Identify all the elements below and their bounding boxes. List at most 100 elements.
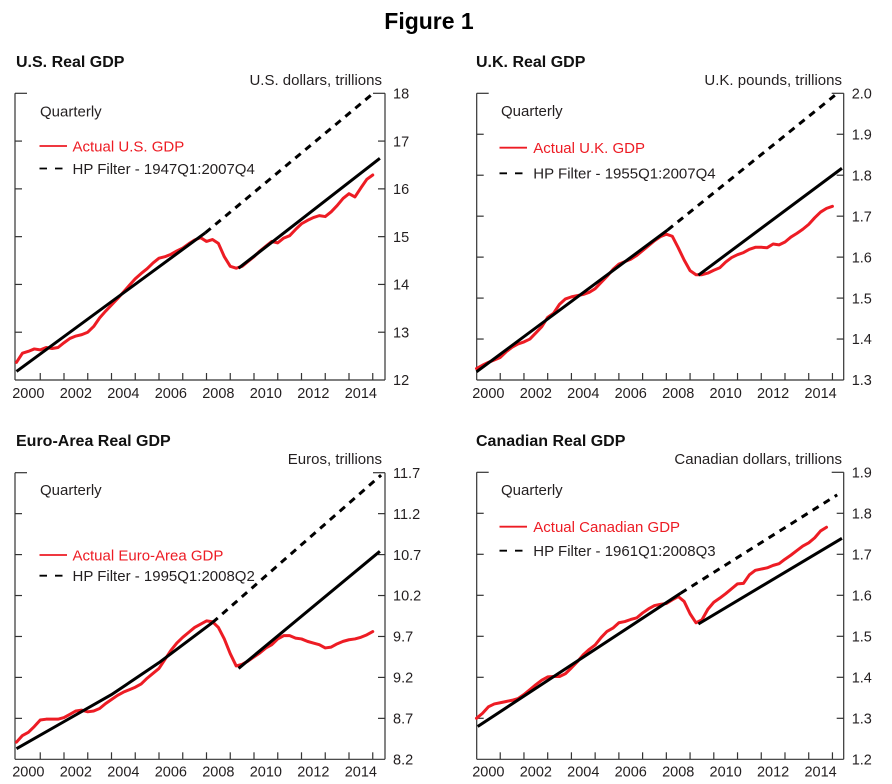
y-tick-label: 1.4 xyxy=(852,332,872,348)
x-tick-label: 2000 xyxy=(12,386,44,402)
series-line-hp-trend-projected xyxy=(679,493,838,595)
legend-item-actual: Actual Canadian GDP xyxy=(499,519,680,536)
x-tick-label: 2012 xyxy=(297,765,329,781)
frequency-annotation: Quarterly xyxy=(40,104,102,121)
series-line-actual-gdp xyxy=(15,173,375,364)
legend-item-hp-filter: HP Filter - 1947Q1:2007Q4 xyxy=(39,161,255,178)
figure-title: Figure 1 xyxy=(384,8,474,34)
panel-uk-real-gdp: U.K. Real GDP U.K. pounds, trillions 1.3… xyxy=(472,54,872,402)
y-tick-label: 1.4 xyxy=(852,671,872,687)
series-line-hp-trend xyxy=(476,591,682,728)
legend-label: HP Filter - 1947Q1:2007Q4 xyxy=(73,161,255,178)
series-line-trend-from-trough xyxy=(697,167,843,277)
x-tick-label: 2012 xyxy=(297,386,329,402)
y-tick-label: 10.7 xyxy=(393,548,421,564)
x-tick-label: 2006 xyxy=(155,765,187,781)
x-tick-label: 2014 xyxy=(345,765,377,781)
series-line-hp-trend-projected xyxy=(211,474,383,624)
legend-label: HP Filter - 1961Q1:2008Q3 xyxy=(533,543,715,560)
plot-area: 8.2 8.7 9.2 9.7 10.2 10.7 11.2 11.7 2000 2002 2004… xyxy=(12,466,421,781)
series-line-hp-trend xyxy=(475,228,669,374)
plot-area: 1.2 1.3 1.4 1.5 1.6 1.7 1.8 1.9 2000 2002 2004 2006… xyxy=(472,466,872,781)
y-tick-label: 13 xyxy=(393,325,409,341)
legend: Actual U.S. GDP HP Filter - 1947Q1:2007Q… xyxy=(39,139,255,178)
panel-canadian-real-gdp: Canadian Real GDP Canadian dollars, tril… xyxy=(472,433,872,781)
legend-label: HP Filter - 1995Q1:2008Q2 xyxy=(73,568,255,585)
x-tick-label: 2004 xyxy=(107,386,139,402)
x-tick-label: 2002 xyxy=(520,386,552,402)
series-line-hp-trend-projected xyxy=(204,93,373,234)
x-tick-label: 2006 xyxy=(615,386,647,402)
series-line-hp-trend xyxy=(15,621,214,750)
y-tick-label: 1.3 xyxy=(852,712,872,728)
series-line-trend-from-trough xyxy=(237,550,381,670)
legend: Actual Canadian GDP HP Filter - 1961Q1:2… xyxy=(499,519,716,560)
y-tick-label: 1.5 xyxy=(852,630,872,646)
y-tick-label: 11.2 xyxy=(393,507,420,523)
chart-title: Euro-Area Real GDP xyxy=(16,433,171,450)
y-axis-unit-label: Canadian dollars, trillions xyxy=(674,451,842,468)
frequency-annotation: Quarterly xyxy=(501,103,563,120)
plot-area: 12 13 14 15 16 17 18 2000 2002 2004 2006 2008 2010 20… xyxy=(12,87,409,403)
series-line-actual-gdp xyxy=(475,525,829,720)
x-tick-label: 2012 xyxy=(757,386,789,402)
y-axis-unit-label: Euros, trillions xyxy=(288,451,382,468)
x-tick-label: 2000 xyxy=(12,765,44,781)
y-tick-label: 1.8 xyxy=(852,168,872,184)
y-tick-label: 1.3 xyxy=(852,373,872,389)
series-line-trend-from-trough xyxy=(697,537,843,626)
x-tick-label: 2000 xyxy=(472,386,504,402)
legend-label: Actual U.K. GDP xyxy=(533,140,645,157)
y-tick-label: 1.9 xyxy=(852,127,872,143)
panel-us-real-gdp: U.S. Real GDP U.S. dollars, trillions 12… xyxy=(12,54,409,402)
legend: Actual Euro-Area GDP HP Filter - 1995Q1:… xyxy=(39,548,255,585)
x-tick-label: 2002 xyxy=(60,765,92,781)
y-tick-label: 9.7 xyxy=(393,630,413,646)
chart-title: U.S. Real GDP xyxy=(16,54,125,71)
panel-euro-area-real-gdp: Euro-Area Real GDP Euros, trillions 8.28… xyxy=(12,433,421,781)
series-line-hp-trend xyxy=(15,231,207,373)
y-tick-label: 8.2 xyxy=(393,753,413,769)
x-tick-label: 2014 xyxy=(804,765,836,781)
x-tick-label: 2010 xyxy=(250,765,282,781)
x-tick-label: 2008 xyxy=(662,765,694,781)
y-axis-unit-label: U.S. dollars, trillions xyxy=(249,72,382,89)
x-tick-label: 2010 xyxy=(710,765,742,781)
y-tick-label: 18 xyxy=(393,87,409,103)
y-tick-label: 1.9 xyxy=(852,466,872,482)
x-tick-label: 2000 xyxy=(472,765,504,781)
legend-label: HP Filter - 1955Q1:2007Q4 xyxy=(533,166,715,183)
legend-label: Actual U.S. GDP xyxy=(73,139,185,156)
frequency-annotation: Quarterly xyxy=(40,482,102,499)
x-tick-label: 2014 xyxy=(345,386,377,402)
x-tick-label: 2008 xyxy=(662,386,694,402)
y-tick-label: 15 xyxy=(393,230,409,246)
x-tick-label: 2006 xyxy=(615,765,647,781)
legend: Actual U.K. GDP HP Filter - 1955Q1:2007Q… xyxy=(499,140,716,183)
y-tick-label: 1.8 xyxy=(852,507,872,523)
chart-title: U.K. Real GDP xyxy=(476,54,586,71)
legend-item-actual: Actual U.S. GDP xyxy=(39,139,185,156)
x-tick-label: 2004 xyxy=(567,386,599,402)
legend-label: Actual Canadian GDP xyxy=(533,519,680,536)
x-tick-label: 2010 xyxy=(710,386,742,402)
y-tick-label: 17 xyxy=(393,134,409,150)
frequency-annotation: Quarterly xyxy=(501,482,563,499)
y-axis-unit-label: U.K. pounds, trillions xyxy=(704,72,842,89)
x-tick-label: 2008 xyxy=(202,386,234,402)
x-tick-label: 2010 xyxy=(250,386,282,402)
y-tick-label: 2.0 xyxy=(852,87,872,103)
y-tick-label: 1.7 xyxy=(852,548,872,564)
legend-item-hp-filter: HP Filter - 1961Q1:2008Q3 xyxy=(499,543,716,560)
y-tick-label: 1.7 xyxy=(852,209,872,225)
y-tick-label: 9.2 xyxy=(393,671,413,687)
x-tick-label: 2002 xyxy=(60,386,92,402)
y-tick-label: 1.6 xyxy=(852,589,872,605)
x-tick-label: 2004 xyxy=(567,765,599,781)
y-tick-label: 10.2 xyxy=(393,589,421,605)
y-tick-label: 1.5 xyxy=(852,291,872,307)
series-line-trend-from-trough xyxy=(237,157,381,270)
legend-item-actual: Actual U.K. GDP xyxy=(499,140,645,157)
x-tick-label: 2014 xyxy=(804,386,836,402)
chart-title: Canadian Real GDP xyxy=(476,433,626,450)
